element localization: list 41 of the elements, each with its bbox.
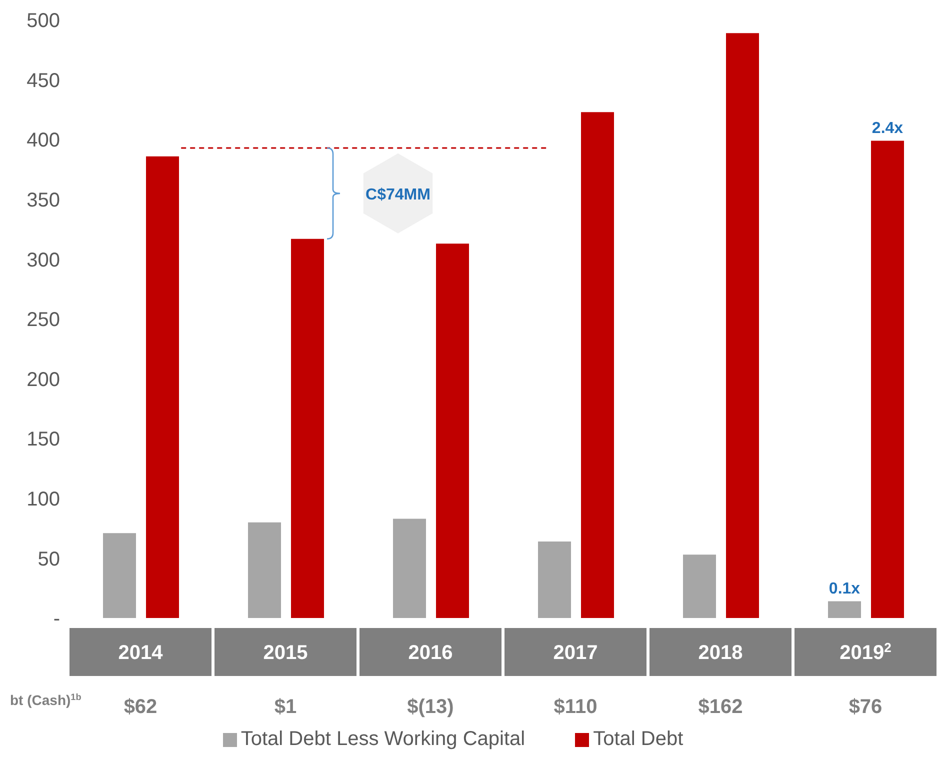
text: $62 (124, 696, 158, 718)
y-tick-label: 250 (26, 309, 60, 332)
legend-label: Total Debt Less Working Capital (240, 728, 526, 750)
y-tick-label: 500 (26, 10, 60, 32)
x-tick-label: 2017 (553, 642, 598, 664)
annotation: 0.1x (828, 580, 860, 598)
x-tick-label: 2014 (118, 642, 164, 664)
bar (828, 601, 861, 618)
bar (871, 140, 904, 618)
y-tick-label: 450 (26, 70, 60, 92)
y-tick-label: - (53, 608, 60, 630)
text: $162 (698, 696, 743, 718)
annotation: C$74MM (366, 186, 430, 204)
bar (683, 554, 716, 618)
text: $76 (848, 696, 882, 718)
bar (581, 112, 614, 618)
y-tick-label: 150 (26, 428, 60, 451)
x-tick-label: 2019$^{2}$ (840, 640, 892, 664)
legend-label: Total Debt (593, 728, 684, 750)
y-tick-label: 200 (26, 368, 60, 391)
y-tick-label: 300 (26, 249, 60, 272)
bar (393, 518, 426, 618)
y-tick-label: 350 (26, 190, 60, 212)
annotation: 2.4x (872, 120, 904, 137)
text: $110 (554, 696, 598, 718)
bar (248, 522, 281, 618)
text: $1 (274, 696, 297, 718)
y-tick-label: 400 (26, 130, 60, 152)
bar (538, 541, 571, 618)
bar (146, 156, 179, 618)
bar (103, 533, 136, 618)
bar (436, 244, 469, 618)
x-tick-label: 2016 (408, 642, 453, 664)
x-tick-label: 2015 (263, 642, 308, 664)
text: bt (Cash)$^{1b}$ (10, 692, 82, 708)
y-tick-label: 100 (26, 488, 60, 510)
y-tick-label: 50 (38, 548, 60, 570)
x-tick-label: 2018 (698, 642, 743, 664)
bar (726, 33, 759, 618)
text: $(13) (407, 696, 454, 718)
bar (291, 238, 324, 618)
